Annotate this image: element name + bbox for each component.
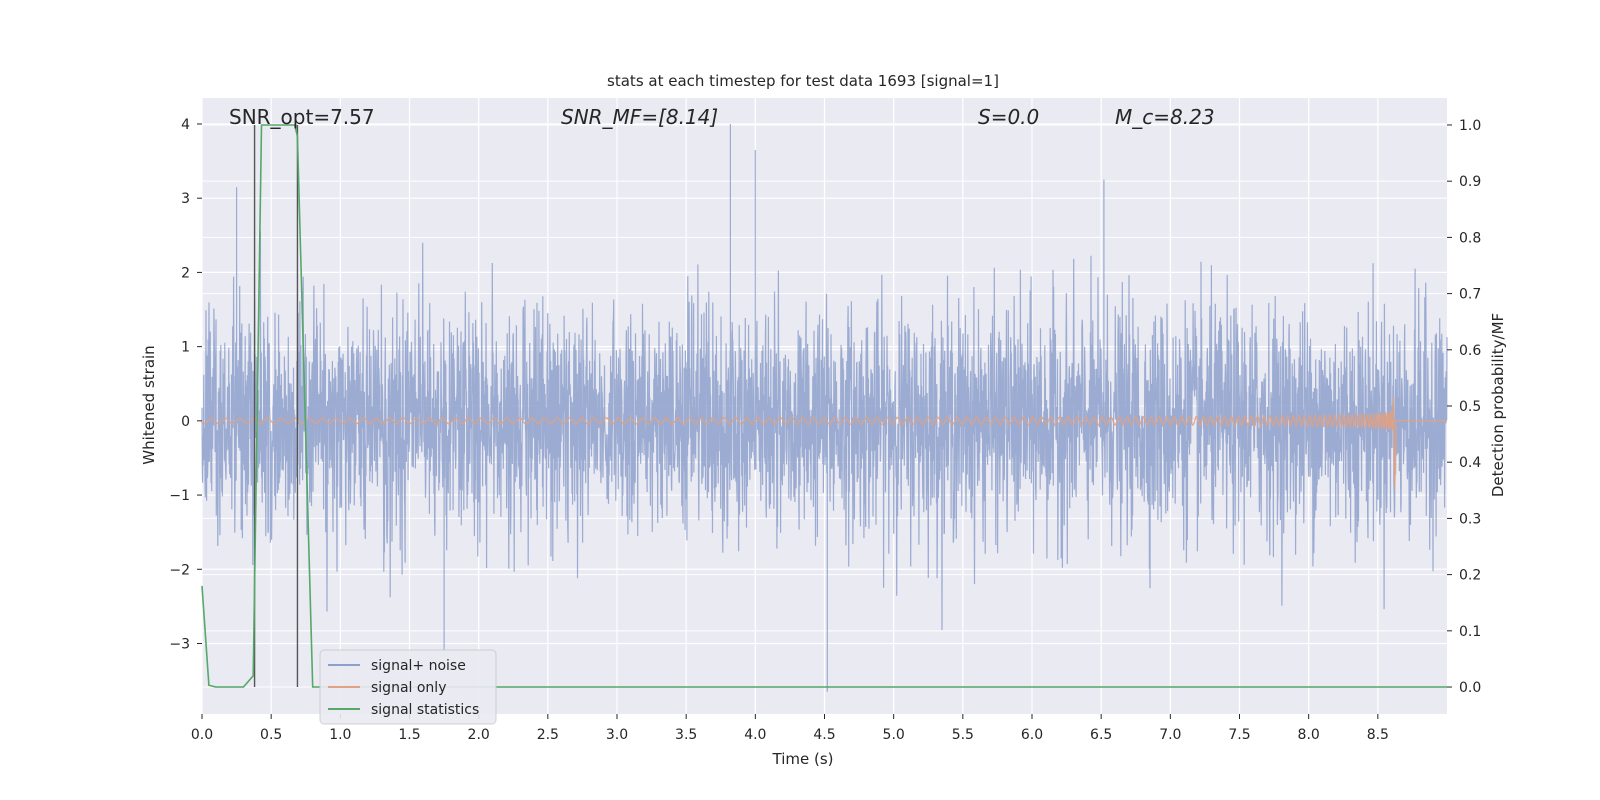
y-tick-label-left: 0 [181, 414, 190, 430]
y-tick-label-right: 0.8 [1459, 230, 1481, 246]
x-tick-label: 7.0 [1159, 727, 1181, 743]
x-tick-label: 5.5 [952, 727, 974, 743]
chart-title: stats at each timestep for test data 169… [607, 72, 999, 90]
y-tick-label-right: 1.0 [1459, 118, 1481, 134]
x-tick-label: 0.5 [260, 727, 282, 743]
y-tick-label-left: −2 [169, 562, 190, 578]
x-tick-label: 4.5 [813, 727, 835, 743]
x-tick-label: 1.5 [398, 727, 420, 743]
y-tick-label-right: 0.2 [1459, 568, 1481, 584]
annotation-statistic: S=0.0 [978, 105, 1039, 129]
plot-layer: 0.0 0.5 1.0 1.5 2.0 2.5 3.0 3.5 4.0 4.5 5.0 5.5 6.0 6… [169, 98, 1481, 743]
x-tick-label: 8.5 [1367, 727, 1389, 743]
y-tick-label-left: 2 [181, 265, 190, 281]
series-signal-only [201, 396, 1447, 489]
y-tick-label-right: 0.9 [1459, 174, 1481, 190]
y-tick-label-right: 0.7 [1459, 287, 1481, 303]
x-tick-label: 5.0 [883, 727, 905, 743]
y-tick-label-right: 0.6 [1459, 343, 1481, 359]
series-signal-statistics [201, 124, 1447, 688]
y-tick-label-left: 1 [181, 340, 190, 356]
y-tick-label-right: 0.5 [1459, 399, 1481, 415]
x-tick-label: 4.0 [744, 727, 766, 743]
x-tick-label: 7.5 [1228, 727, 1250, 743]
annotation-chirp-mass: M_c=8.23 [1115, 105, 1215, 129]
x-tick-label: 0.0 [191, 727, 213, 743]
y-tick-label-left: 4 [181, 117, 190, 133]
y-tick-label-right: 0.4 [1459, 455, 1481, 471]
y-axis-label-right: Detection probability/MF [1489, 313, 1507, 497]
y-tick-label-right: 0.3 [1459, 511, 1481, 527]
y-tick-label-left: 3 [181, 191, 190, 207]
legend-box [319, 649, 497, 725]
y-tick-label-right: 0.0 [1459, 680, 1481, 696]
x-tick-label: 2.0 [468, 727, 490, 743]
annotation-snr-mf: SNR_MF=[8.14] [561, 105, 718, 129]
legend: signal+ noise signal only signal statistic… [319, 649, 497, 725]
annotation-snr-opt: SNR_opt=7.57 [229, 105, 375, 129]
legend-entry: signal statistics [371, 702, 479, 718]
x-tick-label: 8.0 [1298, 727, 1320, 743]
legend-entry: signal only [371, 680, 446, 696]
x-tick-label: 1.0 [329, 727, 351, 743]
x-tick-label: 2.5 [537, 727, 559, 743]
x-axis-label: Time (s) [772, 750, 834, 768]
x-tick-label: 6.0 [1021, 727, 1043, 743]
legend-entry: signal+ noise [371, 658, 466, 674]
series-signal-noise [201, 124, 1448, 692]
x-tick-label: 6.5 [1090, 727, 1112, 743]
y-tick-label-right: 0.1 [1459, 624, 1481, 640]
y-tick-label-left: −1 [169, 488, 190, 504]
y-axis-label-left: Whitened strain [140, 345, 158, 464]
x-tick-label: 3.5 [675, 727, 697, 743]
y-tick-label-left: −3 [169, 636, 190, 652]
x-tick-label: 3.0 [606, 727, 628, 743]
